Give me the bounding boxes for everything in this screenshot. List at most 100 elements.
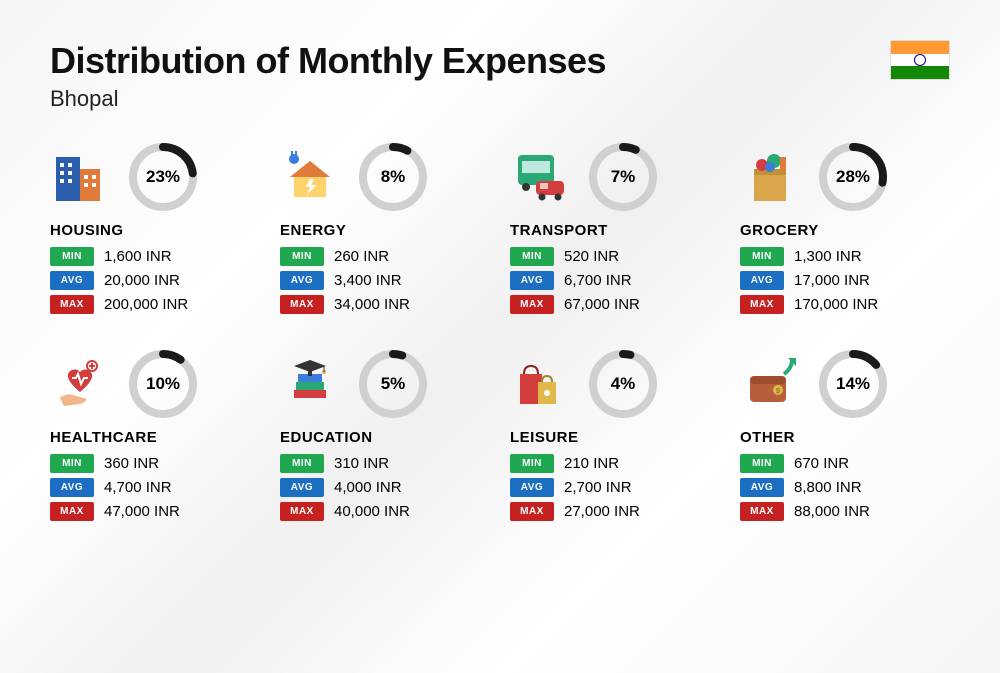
- card-top: 10%: [50, 349, 260, 419]
- percent-label: 28%: [818, 142, 888, 212]
- min-value: 1,300 INR: [794, 248, 862, 265]
- flag-india-icon: [890, 40, 950, 80]
- card-other: $ 14% OTHER MIN 670 INR AVG 8,800 INR MA…: [740, 349, 950, 526]
- category-name: ENERGY: [280, 222, 490, 239]
- stat-min: MIN 1,600 INR: [50, 247, 260, 266]
- percent-ring: 28%: [818, 142, 888, 212]
- header: Distribution of Monthly Expenses Bhopal: [50, 40, 950, 112]
- svg-text:$: $: [776, 388, 780, 395]
- avg-value: 8,800 INR: [794, 479, 862, 496]
- card-top: 8%: [280, 142, 490, 212]
- card-healthcare: 10% HEALTHCARE MIN 360 INR AVG 4,700 INR…: [50, 349, 260, 526]
- percent-label: 7%: [588, 142, 658, 212]
- category-name: TRANSPORT: [510, 222, 720, 239]
- stat-max: MAX 34,000 INR: [280, 295, 490, 314]
- percent-ring: 5%: [358, 349, 428, 419]
- stat-avg: AVG 2,700 INR: [510, 478, 720, 497]
- card-education: 5% EDUCATION MIN 310 INR AVG 4,000 INR M…: [280, 349, 490, 526]
- flag-saffron: [891, 41, 949, 54]
- avg-badge: AVG: [280, 478, 324, 497]
- category-name: EDUCATION: [280, 429, 490, 446]
- max-value: 170,000 INR: [794, 296, 878, 313]
- percent-label: 8%: [358, 142, 428, 212]
- min-value: 310 INR: [334, 455, 389, 472]
- stat-max: MAX 47,000 INR: [50, 502, 260, 521]
- percent-label: 10%: [128, 349, 198, 419]
- grad-books-icon: [280, 354, 340, 414]
- stat-min: MIN 310 INR: [280, 454, 490, 473]
- max-value: 88,000 INR: [794, 503, 870, 520]
- wallet-arrow-icon: $: [740, 354, 800, 414]
- avg-value: 17,000 INR: [794, 272, 870, 289]
- max-value: 67,000 INR: [564, 296, 640, 313]
- title-block: Distribution of Monthly Expenses Bhopal: [50, 40, 606, 112]
- max-badge: MAX: [50, 502, 94, 521]
- card-transport: 7% TRANSPORT MIN 520 INR AVG 6,700 INR M…: [510, 142, 720, 319]
- stat-avg: AVG 4,000 INR: [280, 478, 490, 497]
- avg-value: 3,400 INR: [334, 272, 402, 289]
- max-value: 200,000 INR: [104, 296, 188, 313]
- max-badge: MAX: [510, 502, 554, 521]
- card-top: $ 14%: [740, 349, 950, 419]
- percent-ring: 10%: [128, 349, 198, 419]
- avg-value: 2,700 INR: [564, 479, 632, 496]
- stat-avg: AVG 8,800 INR: [740, 478, 950, 497]
- max-value: 47,000 INR: [104, 503, 180, 520]
- energy-house-icon: [280, 147, 340, 207]
- card-top: 28%: [740, 142, 950, 212]
- card-leisure: 4% LEISURE MIN 210 INR AVG 2,700 INR MAX…: [510, 349, 720, 526]
- min-badge: MIN: [740, 454, 784, 473]
- grocery-bag-icon: [740, 147, 800, 207]
- stat-avg: AVG 17,000 INR: [740, 271, 950, 290]
- category-name: OTHER: [740, 429, 950, 446]
- stat-avg: AVG 4,700 INR: [50, 478, 260, 497]
- stat-max: MAX 40,000 INR: [280, 502, 490, 521]
- min-value: 670 INR: [794, 455, 849, 472]
- card-top: 4%: [510, 349, 720, 419]
- avg-value: 4,000 INR: [334, 479, 402, 496]
- avg-badge: AVG: [50, 271, 94, 290]
- max-value: 34,000 INR: [334, 296, 410, 313]
- avg-badge: AVG: [740, 271, 784, 290]
- avg-badge: AVG: [740, 478, 784, 497]
- min-badge: MIN: [280, 454, 324, 473]
- card-top: 23%: [50, 142, 260, 212]
- stat-max: MAX 27,000 INR: [510, 502, 720, 521]
- percent-ring: 23%: [128, 142, 198, 212]
- shopping-bags-icon: [510, 354, 570, 414]
- category-name: HOUSING: [50, 222, 260, 239]
- min-value: 520 INR: [564, 248, 619, 265]
- stat-min: MIN 360 INR: [50, 454, 260, 473]
- page-title: Distribution of Monthly Expenses: [50, 40, 606, 82]
- min-badge: MIN: [50, 247, 94, 266]
- stat-max: MAX 200,000 INR: [50, 295, 260, 314]
- max-badge: MAX: [280, 502, 324, 521]
- max-value: 27,000 INR: [564, 503, 640, 520]
- card-energy: 8% ENERGY MIN 260 INR AVG 3,400 INR MAX …: [280, 142, 490, 319]
- min-value: 260 INR: [334, 248, 389, 265]
- stat-min: MIN 1,300 INR: [740, 247, 950, 266]
- avg-value: 20,000 INR: [104, 272, 180, 289]
- min-value: 360 INR: [104, 455, 159, 472]
- max-badge: MAX: [740, 502, 784, 521]
- percent-label: 4%: [588, 349, 658, 419]
- avg-badge: AVG: [510, 271, 554, 290]
- max-value: 40,000 INR: [334, 503, 410, 520]
- page-subtitle: Bhopal: [50, 86, 606, 112]
- percent-ring: 8%: [358, 142, 428, 212]
- category-name: HEALTHCARE: [50, 429, 260, 446]
- avg-value: 6,700 INR: [564, 272, 632, 289]
- buildings-icon: [50, 147, 110, 207]
- min-badge: MIN: [280, 247, 324, 266]
- max-badge: MAX: [50, 295, 94, 314]
- card-grocery: 28% GROCERY MIN 1,300 INR AVG 17,000 INR…: [740, 142, 950, 319]
- category-name: LEISURE: [510, 429, 720, 446]
- avg-badge: AVG: [280, 271, 324, 290]
- percent-ring: 7%: [588, 142, 658, 212]
- min-badge: MIN: [50, 454, 94, 473]
- stat-max: MAX 88,000 INR: [740, 502, 950, 521]
- stat-min: MIN 210 INR: [510, 454, 720, 473]
- bus-car-icon: [510, 147, 570, 207]
- flag-green: [891, 66, 949, 79]
- min-badge: MIN: [740, 247, 784, 266]
